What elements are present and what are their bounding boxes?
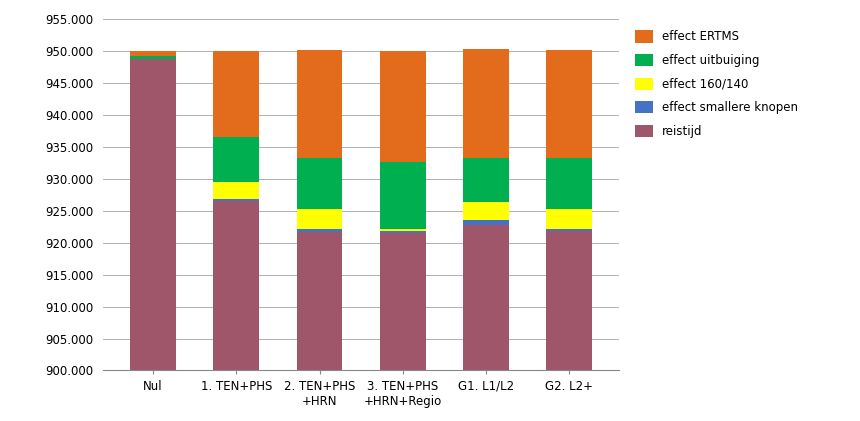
Bar bbox=[380, 162, 426, 229]
Bar bbox=[297, 50, 342, 158]
Bar bbox=[546, 229, 593, 231]
Bar bbox=[213, 199, 259, 201]
Bar bbox=[546, 50, 593, 158]
Bar bbox=[380, 229, 426, 231]
Bar bbox=[464, 158, 509, 203]
Bar bbox=[464, 220, 509, 225]
Bar bbox=[546, 231, 593, 370]
Bar bbox=[464, 225, 509, 370]
Bar bbox=[297, 158, 342, 209]
Bar bbox=[297, 232, 342, 370]
Bar bbox=[380, 231, 426, 233]
Bar bbox=[380, 233, 426, 370]
Bar bbox=[464, 203, 509, 220]
Bar bbox=[546, 209, 593, 229]
Bar bbox=[464, 49, 509, 158]
Bar bbox=[213, 182, 259, 199]
Bar bbox=[213, 137, 259, 182]
Bar bbox=[130, 59, 176, 370]
Bar bbox=[213, 51, 259, 137]
Bar bbox=[213, 201, 259, 370]
Legend: effect ERTMS, effect uitbuiging, effect 160/140, effect smallere knopen, reistij: effect ERTMS, effect uitbuiging, effect … bbox=[630, 26, 803, 143]
Bar bbox=[297, 209, 342, 229]
Bar bbox=[380, 51, 426, 162]
Bar bbox=[546, 158, 593, 209]
Bar bbox=[297, 229, 342, 232]
Bar bbox=[130, 56, 176, 59]
Bar bbox=[130, 51, 176, 56]
